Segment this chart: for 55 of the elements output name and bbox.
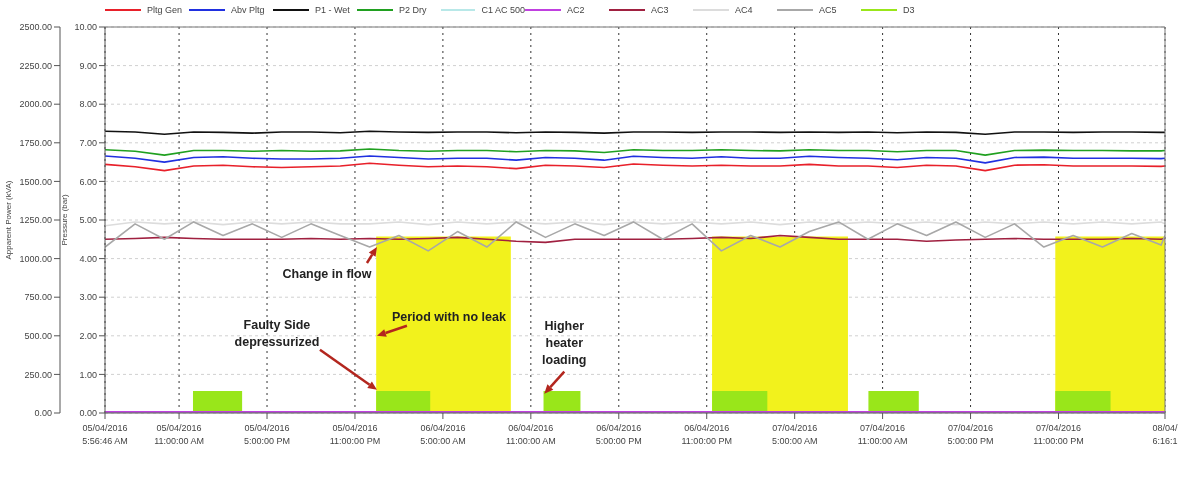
line-series <box>105 234 1165 244</box>
y2-tick-label: 250.00 <box>24 369 52 380</box>
x-tick-label: 07/04/2016 5:00:00 AM <box>771 423 818 446</box>
y2-tick-label: 500.00 <box>24 330 52 341</box>
line-series <box>105 148 1165 156</box>
legend-label: Abv Pltg <box>231 4 265 16</box>
annotation: Change in flow <box>282 267 372 282</box>
y-tick-label: 2.00 <box>79 330 97 341</box>
y2-tick-label: 1750.00 <box>19 138 52 148</box>
y-tick-label: 3.00 <box>79 292 97 303</box>
annotation: Period with no leak <box>391 310 506 325</box>
y-tick-label: 5.00 <box>79 215 97 226</box>
x-tick-label: 06/04/2016 5:00:00 PM <box>595 423 642 446</box>
x-tick-label: 05/04/2016 11:00:00 AM <box>154 423 205 446</box>
y-tick-label: 10.00 <box>74 22 97 33</box>
y2-tick-label: 1000.00 <box>19 253 52 264</box>
y-tick-label: 4.00 <box>79 253 97 264</box>
x-tick-label: 07/04/2016 11:00:00 AM <box>857 423 908 446</box>
x-tick-label: 08/04/ 6:16:1 <box>1152 423 1179 446</box>
x-tick-label: 05/04/2016 5:56:46 AM <box>82 423 128 446</box>
x-tick-label: 07/04/2016 5:00:00 PM <box>947 423 994 446</box>
y2-tick-label: 2000.00 <box>19 99 52 110</box>
y-tick-label: 1.00 <box>79 369 97 380</box>
annotation: Faulty Side depressurized <box>234 318 320 350</box>
y2-tick-label: 2500.00 <box>19 22 52 33</box>
y-tick-label: 8.00 <box>79 99 97 110</box>
legend-label: AC4 <box>735 4 753 16</box>
legend-label: AC3 <box>651 4 669 16</box>
legend-label: Pltg Gen <box>147 4 183 16</box>
y2-tick-label: 0.00 <box>34 408 52 419</box>
y-tick-label: 7.00 <box>79 138 97 148</box>
legend-label: C1 AC 500 <box>481 4 525 16</box>
x-tick-label: 06/04/2016 11:00:00 PM <box>681 423 732 446</box>
x-tick-label: 06/04/2016 11:00:00 AM <box>505 423 556 446</box>
legend-label: AC2 <box>567 4 585 16</box>
x-tick-label: 05/04/2016 5:00:00 PM <box>244 423 291 446</box>
y2-axis-title: Apparent Power (kVA) <box>3 180 13 260</box>
y-tick-label: 0.00 <box>79 408 97 419</box>
y-tick-label: 6.00 <box>79 176 97 187</box>
legend-label: P1 - Wet <box>315 4 350 16</box>
x-tick-label: 05/04/2016 11:00:00 PM <box>329 423 381 446</box>
y2-tick-label: 750.00 <box>24 292 52 303</box>
legend-label: P2 Dry <box>399 4 427 16</box>
y-tick-label: 9.00 <box>79 60 97 71</box>
legend-label: D3 <box>903 4 915 16</box>
y2-tick-label: 1250.00 <box>19 215 52 226</box>
legend-label: AC5 <box>819 4 837 16</box>
y-axis-title: Pressure (bar) <box>59 194 69 246</box>
line-series <box>105 162 1165 172</box>
x-tick-label: 06/04/2016 5:00:00 AM <box>420 423 466 446</box>
line-series <box>105 155 1165 164</box>
x-tick-label: 07/04/2016 11:00:00 PM <box>1033 423 1084 446</box>
annotation: Higher heater loading <box>542 319 587 367</box>
y2-tick-label: 2250.00 <box>19 60 52 71</box>
y2-tick-label: 1500.00 <box>19 176 52 187</box>
